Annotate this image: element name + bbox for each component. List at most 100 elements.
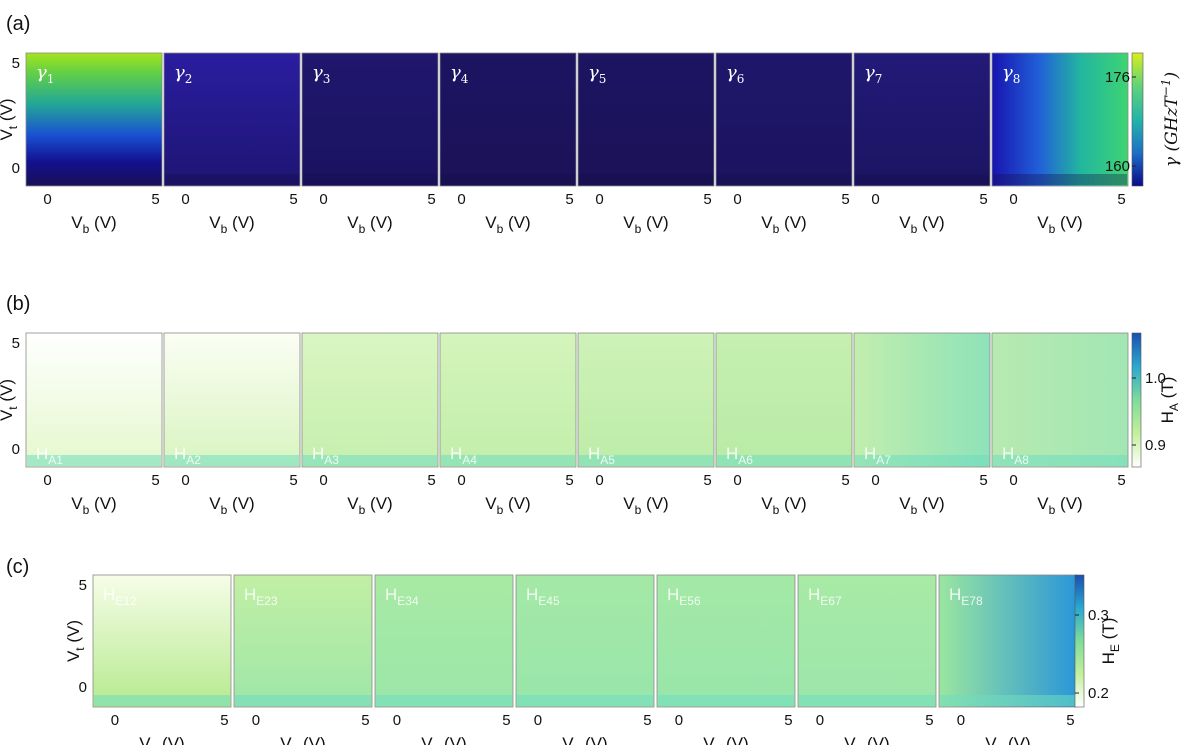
low-voltage-band [27,455,161,466]
x-axis-label: Vb (V) [71,213,116,236]
x-tick-label: 5 [502,712,510,729]
heatmap-subplot: γ5 0 5 Vb (V) [577,52,715,236]
low-voltage-band [441,174,575,185]
heatmap-subplot: HA8 0 5 Vb (V) [991,332,1129,517]
subplot-label: γ1 [36,62,54,86]
y-tick-label: 0 [79,679,87,696]
x-axis-label: Vb (V) [1037,494,1082,517]
x-tick-label: 0 [319,191,327,208]
heatmap-cell [515,574,655,708]
heatmap-cell [797,574,937,708]
low-voltage-band [303,174,437,185]
x-tick-label: 0 [457,191,465,208]
subplot-label: γ2 [174,62,192,86]
x-tick-label: 5 [427,472,435,489]
x-tick-label: 0 [43,472,51,489]
subplot-label: γ7 [864,62,882,86]
colorbar: 0.3 0.2 HE (T) [1074,574,1122,708]
subplot-label: HA1 [36,444,63,467]
x-axis-label: Vb (V) [139,734,184,745]
heatmap-cell [656,574,796,708]
x-tick-label: 5 [1117,472,1125,489]
heatmap-subplot: HA6 0 5 Vb (V) [715,332,853,517]
x-tick-label: 5 [289,191,297,208]
x-tick-label: 5 [151,191,159,208]
colorbar-label: γ (GHzT−1) [1159,72,1182,167]
low-voltage-band [799,695,935,706]
heatmap-subplot: HE34 0 5 Vb (V) [374,574,514,745]
x-tick-label: 0 [1009,472,1017,489]
x-tick-label: 5 [151,472,159,489]
heatmap-cell [163,332,301,468]
x-tick-label: 5 [784,712,792,729]
heatmap-subplot: HA4 0 5 Vb (V) [439,332,577,517]
heatmap-cell [233,574,373,708]
heatmap-cell [853,332,991,468]
x-axis-label: Vb (V) [703,734,748,745]
x-tick-label: 5 [220,712,228,729]
x-tick-label: 0 [252,712,260,729]
low-voltage-band [717,174,851,185]
heatmap-subplot: HE45 0 5 Vb (V) [515,574,655,745]
low-voltage-band [517,695,653,706]
heatmap-subplot: HA2 0 5 Vb (V) [163,332,301,517]
heatmap-subplot: HE56 0 5 Vb (V) [656,574,796,745]
colorbar: 176 160 γ (GHzT−1) [1105,52,1182,187]
subplot-label: HE56 [667,585,701,608]
x-tick-label: 5 [565,472,573,489]
x-tick-label: 0 [733,191,741,208]
heatmap-subplot: HE78 0 5 Vb (V) [938,574,1078,745]
heatmap-cell [92,574,232,708]
x-tick-label: 5 [289,472,297,489]
colorbar-tick-label: 176 [1105,69,1130,86]
colorbar-label: HE (T) [1099,618,1122,665]
x-tick-label: 0 [181,472,189,489]
subplot-label: γ6 [726,62,744,86]
low-voltage-band [441,455,575,466]
heatmap-cell [439,52,577,187]
x-tick-label: 0 [871,472,879,489]
x-axis-label: Vb (V) [421,734,466,745]
x-axis-label: Vb (V) [761,213,806,236]
x-tick-label: 0 [595,191,603,208]
heatmap-cell [163,52,301,187]
heatmap-subplot: HE67 0 5 Vb (V) [797,574,937,745]
x-axis-label: Vb (V) [209,213,254,236]
x-axis-label: Vb (V) [347,494,392,517]
x-tick-label: 5 [565,191,573,208]
x-tick-label: 0 [675,712,683,729]
low-voltage-band [855,455,989,466]
heatmap-subplot: γ1 0 5 Vb (V) [25,52,163,236]
x-axis-label: Vb (V) [844,734,889,745]
heatmap-subplot: γ7 0 5 Vb (V) [853,52,991,236]
low-voltage-band [993,455,1127,466]
x-tick-label: 5 [427,191,435,208]
x-axis-label: Vb (V) [623,213,668,236]
subplot-label: γ8 [1002,62,1020,86]
heatmap-cell [25,332,163,468]
heatmap-cell [991,332,1129,468]
colorbar-tick-label: 1.0 [1145,370,1166,387]
x-axis-label: Vb (V) [899,213,944,236]
x-axis-label: Vb (V) [209,494,254,517]
x-tick-label: 0 [457,472,465,489]
low-voltage-band [235,695,371,706]
x-tick-label: 5 [703,191,711,208]
heatmap-subplot: HA3 0 5 Vb (V) [301,332,439,517]
x-axis-label: Vb (V) [347,213,392,236]
heatmap-cell [301,52,439,187]
x-tick-label: 0 [871,191,879,208]
colorbar-tick-label: 0.3 [1088,607,1109,624]
heatmap-subplot: HE23 0 5 Vb (V) [233,574,373,745]
x-tick-label: 0 [43,191,51,208]
heatmap-cell [374,574,514,708]
y-tick-label: 5 [12,55,20,72]
x-axis-label: Vb (V) [623,494,668,517]
heatmap-subplot: HE12 0 5 Vb (V) [92,574,232,745]
subplot-label: HA7 [864,444,891,467]
heatmap-cell [715,52,853,187]
heatmap-cell [577,52,715,187]
x-tick-label: 5 [1066,712,1074,729]
panel-label: (b) [6,293,30,315]
